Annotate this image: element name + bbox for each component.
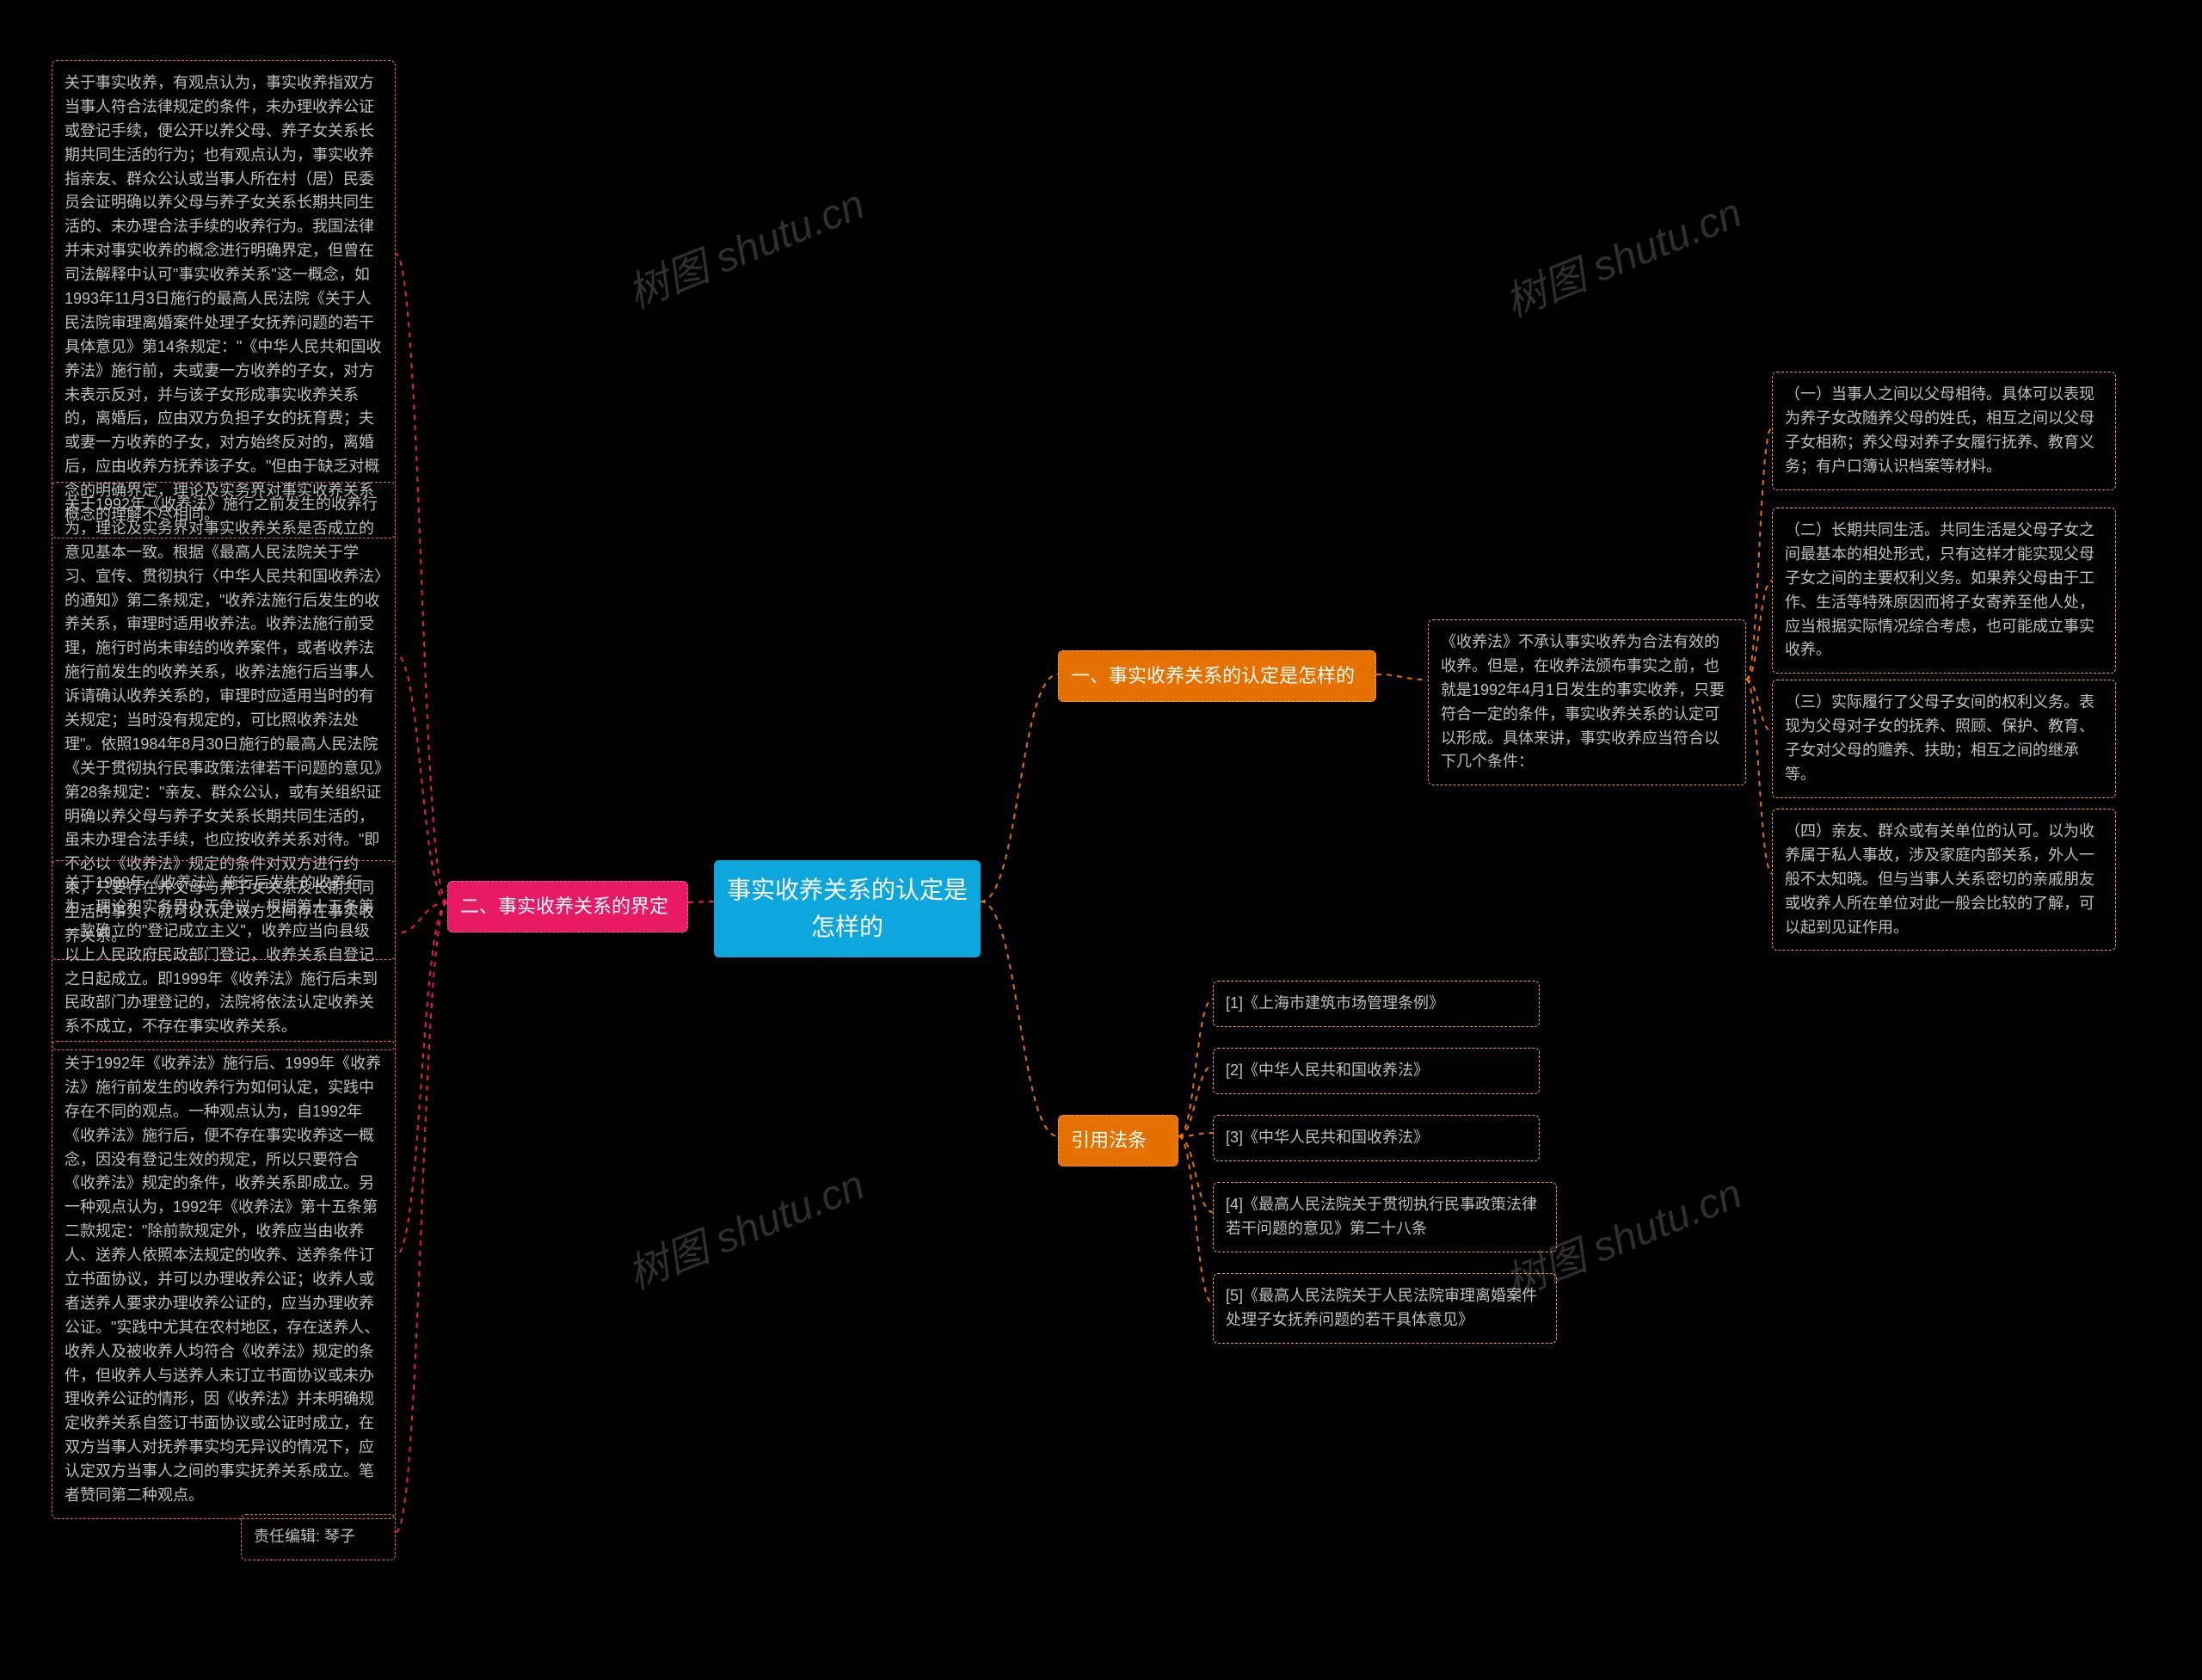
leaf-node: [3]《中华人民共和国收养法》 <box>1213 1115 1540 1161</box>
leaf-node: 关于事实收养，有观点认为，事实收养指双方当事人符合法律规定的条件，未办理收养公证… <box>52 60 396 538</box>
leaf-node: [5]《最高人民法院关于人民法院审理离婚案件处理子女抚养问题的若干具体意见》 <box>1213 1273 1557 1344</box>
leaf-node: [1]《上海市建筑市场管理条例》 <box>1213 981 1540 1027</box>
root-node[interactable]: 事实收养关系的认定是怎样的 <box>714 860 981 957</box>
leaf-node: （四）亲友、群众或有关单位的认可。以为收养属于私人事故，涉及家庭内部关系，外人一… <box>1772 809 2116 951</box>
branch-1-description: 《收养法》不承认事实收养为合法有效的收养。但是，在收养法颁布事实之前，也就是19… <box>1428 619 1746 785</box>
leaf-node: [2]《中华人民共和国收养法》 <box>1213 1048 1540 1094</box>
leaf-node: （一）当事人之间以父母相待。具体可以表现为养子女改随养父母的姓氏，相互之间以父母… <box>1772 372 2116 490</box>
leaf-node: （三）实际履行了父母子女间的权利义务。表现为父母对子女的抚养、照顾、保护、教育、… <box>1772 680 2116 798</box>
leaf-node: （二）长期共同生活。共同生活是父母子女之间最基本的相处形式，只有这样才能实现父母… <box>1772 508 2116 674</box>
watermark: 树图 shutu.cn <box>1494 179 1749 329</box>
leaf-node: 关于1992年《收养法》施行后、1999年《收养法》施行前发生的收养行为如何认定… <box>52 1041 396 1519</box>
branch-node-3[interactable]: 二、事实收养关系的界定 <box>447 881 688 932</box>
branch-node-1[interactable]: 一、事实收养关系的认定是怎样的 <box>1058 650 1376 702</box>
author-credit: 责任编辑: 琴子 <box>241 1514 396 1560</box>
leaf-node: 关于1999年《收养法》施行后发生的收养行为，理论和实务界办无争议。根据第十五条… <box>52 860 396 1050</box>
mindmap-canvas: 树图 shutu.cn 树图 shutu.cn 树图 shutu.cn 树图 s… <box>0 0 2202 1680</box>
branch-node-2[interactable]: 引用法条 <box>1058 1115 1178 1166</box>
watermark: 树图 shutu.cn <box>617 1151 871 1301</box>
watermark: 树图 shutu.cn <box>617 170 871 320</box>
leaf-node: [4]《最高人民法院关于贯彻执行民事政策法律若干问题的意见》第二十八条 <box>1213 1182 1557 1252</box>
